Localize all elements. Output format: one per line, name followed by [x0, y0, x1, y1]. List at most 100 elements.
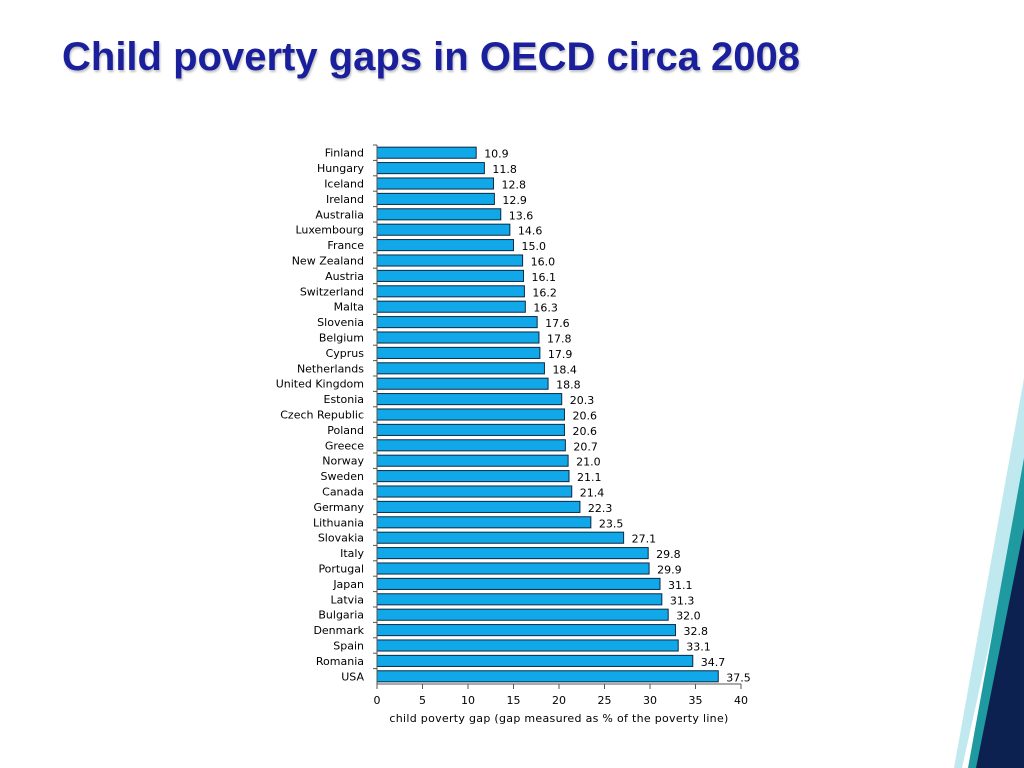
category-label: Slovenia	[317, 316, 364, 329]
value-label: 11.8	[492, 163, 517, 176]
value-label: 18.8	[556, 379, 581, 392]
value-label: 17.9	[548, 348, 573, 361]
value-label: 17.6	[545, 317, 570, 330]
bar-latvia	[376, 593, 663, 606]
value-label: 13.6	[509, 209, 534, 222]
category-label: Cyprus	[326, 347, 365, 360]
bar-greece	[376, 439, 566, 452]
bar-france	[376, 239, 514, 252]
value-label: 29.9	[657, 564, 682, 577]
category-label: Iceland	[324, 178, 364, 191]
bar-sweden	[376, 470, 570, 483]
category-label: Malta	[334, 301, 364, 314]
category-label: Bulgaria	[318, 609, 364, 622]
axes-group: 0 5 10 15 20 25 30 35 40	[373, 144, 748, 707]
bar-ireland	[376, 192, 495, 205]
category-label: Latvia	[331, 593, 365, 606]
bar-finland	[376, 146, 477, 159]
value-label: 20.6	[572, 425, 597, 438]
value-label: 27.1	[632, 533, 657, 546]
value-label: 16.1	[532, 271, 557, 284]
category-label: Austria	[325, 270, 364, 283]
category-label: USA	[341, 670, 364, 683]
value-label: 12.9	[502, 194, 527, 207]
category-label: Denmark	[313, 624, 364, 637]
bar-cyprus	[376, 346, 541, 359]
category-label: Italy	[340, 547, 364, 560]
category-label: United Kingdom	[276, 378, 364, 391]
x-tick-label: 0	[374, 694, 381, 707]
category-label: Slovakia	[318, 532, 364, 545]
bar-estonia	[376, 393, 563, 406]
value-label: 15.0	[522, 240, 547, 253]
category-label: Spain	[333, 640, 364, 653]
x-tick-label: 35	[689, 694, 703, 707]
bar-new-zealand	[376, 254, 524, 267]
x-tick-label: 5	[419, 694, 426, 707]
x-tick-label: 25	[598, 694, 612, 707]
corner-decoration	[954, 378, 1024, 768]
category-label: Sweden	[321, 470, 364, 483]
value-label: 32.8	[683, 625, 708, 638]
bar-italy	[376, 547, 649, 560]
value-label: 10.9	[484, 148, 509, 161]
category-label: Belgium	[319, 332, 364, 345]
bar-lithuania	[376, 516, 592, 529]
x-tick-label: 15	[507, 694, 521, 707]
bar-netherlands	[376, 362, 545, 375]
value-label: 14.6	[518, 225, 543, 238]
category-label: Japan	[332, 578, 364, 591]
category-label: Luxembourg	[295, 224, 364, 237]
bar-switzerland	[376, 285, 525, 298]
bar-hungary	[376, 162, 485, 175]
category-label: Estonia	[324, 393, 365, 406]
category-label: France	[327, 239, 364, 252]
bar-germany	[376, 500, 581, 513]
value-label: 18.4	[552, 363, 577, 376]
category-label: Finland	[325, 147, 364, 160]
value-label: 29.8	[656, 548, 681, 561]
category-label: Portugal	[318, 563, 364, 576]
category-label: Lithuania	[313, 516, 364, 529]
bar-canada	[376, 485, 573, 498]
category-label: Netherlands	[297, 362, 364, 375]
slide-title: Child poverty gaps in OECD circa 2008	[62, 35, 801, 79]
value-label: 21.4	[580, 487, 605, 500]
value-label: 16.3	[533, 302, 558, 315]
bar-luxembourg	[376, 223, 511, 236]
bar-slovenia	[376, 316, 538, 329]
bars-group	[376, 146, 719, 683]
value-label: 21.0	[576, 456, 601, 469]
category-label: Norway	[322, 455, 364, 468]
bar-norway	[376, 454, 569, 467]
x-tick-label: 10	[461, 694, 475, 707]
bar-japan	[376, 577, 661, 590]
bar-iceland	[376, 177, 494, 190]
value-label: 20.3	[570, 394, 595, 407]
value-label: 23.5	[599, 517, 624, 530]
category-label: Ireland	[326, 193, 364, 206]
category-label: Czech Republic	[280, 409, 364, 422]
bar-poland	[376, 423, 565, 436]
value-label: 17.8	[547, 333, 572, 346]
deco-teal-stripe	[968, 458, 1024, 768]
category-label: New Zealand	[292, 255, 364, 268]
deco-navy-panel	[976, 528, 1024, 768]
value-label: 34.7	[701, 656, 726, 669]
value-label: 33.1	[686, 641, 711, 654]
bar-australia	[376, 208, 502, 221]
value-label: 37.5	[726, 671, 751, 684]
category-label: Switzerland	[300, 285, 364, 298]
value-label: 20.7	[573, 440, 598, 453]
bar-bulgaria	[376, 608, 669, 621]
value-label: 16.0	[531, 256, 556, 269]
category-label: Australia	[315, 208, 364, 221]
x-tick-label: 20	[552, 694, 566, 707]
bar-malta	[376, 300, 526, 313]
value-label: 12.8	[501, 179, 525, 192]
bar-austria	[376, 269, 525, 282]
value-label: 16.2	[532, 286, 557, 299]
bar-denmark	[376, 624, 676, 637]
category-label: Hungary	[317, 162, 364, 175]
